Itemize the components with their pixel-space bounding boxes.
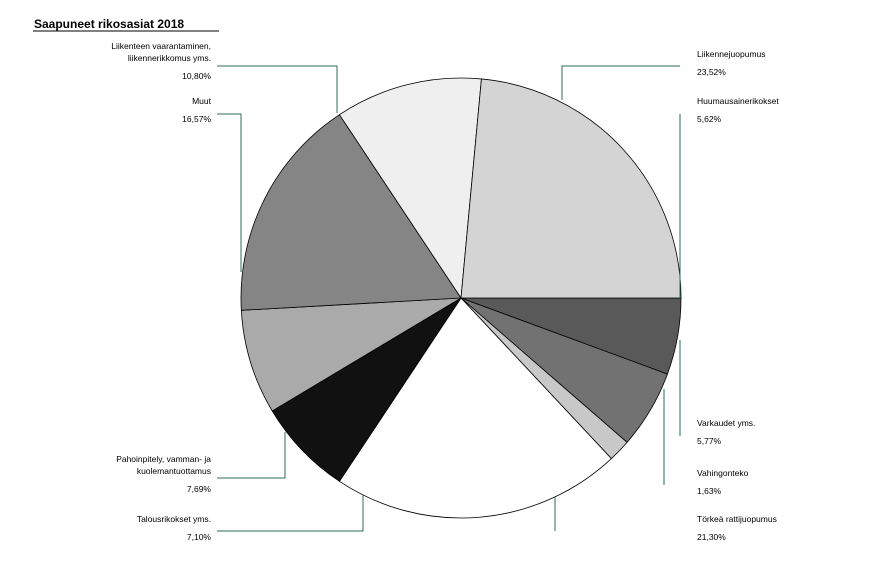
slice-label-liikenteen-vaarantaminen: Liikenteen vaarantaminen, — [111, 41, 211, 51]
slice-label-vahingonteko: Vahingonteko — [697, 468, 749, 478]
slice-label-liikennejuopumus: Liikennejuopumus — [697, 49, 766, 59]
pie-slice-muut — [240, 114, 462, 311]
slice-label-talousrikokset: Talousrikokset yms. — [137, 514, 211, 524]
pie-slice-liikennejuopumus — [460, 78, 682, 299]
leader-lines — [217, 65, 681, 532]
slice-value-torkea-rattijuopumus: 21,30% — [697, 532, 726, 542]
slice-labels: Huumausainerikokset 5,62% Varkaudet yms. 5,… — [111, 41, 779, 542]
slice-label-pahoinpitely: kuolemantuottamus — [137, 466, 211, 476]
leader-line-talousrikokset — [217, 495, 364, 532]
slice-value-muut: 16,57% — [182, 114, 211, 124]
pie-slice-torkea-rattijuopumus — [338, 297, 612, 519]
slice-label-muut: Muut — [192, 96, 212, 106]
slice-value-pahoinpitely: 7,69% — [187, 484, 212, 494]
slice-value-huumausaine: 5,62% — [697, 114, 722, 124]
slice-label-huumausaine: Huumausainerikokset — [697, 96, 779, 106]
slice-label-varkaudet: Varkaudet yms. — [697, 418, 755, 428]
chart-title: Saapuneet rikosasiat 2018 — [34, 17, 184, 31]
leader-line-muut — [217, 113, 242, 272]
slice-value-vahingonteko: 1,63% — [697, 486, 722, 496]
leader-line-liikenteen-vaarantaminen — [217, 65, 338, 113]
leader-line-pahoinpitely — [217, 432, 286, 479]
slice-label-liikenteen-vaarantaminen: liikennerikkomus yms. — [128, 53, 211, 63]
slice-label-pahoinpitely: Pahoinpitely, vamman- ja — [116, 454, 211, 464]
slice-value-varkaudet: 5,77% — [697, 436, 722, 446]
leader-line-liikennejuopumus — [561, 65, 680, 100]
pie-slice-liikenteen-vaarantaminen — [338, 77, 482, 300]
slice-value-talousrikokset: 7,10% — [187, 532, 212, 542]
slice-value-liikenteen-vaarantaminen: 10,80% — [182, 71, 211, 81]
slice-value-liikennejuopumus: 23,52% — [697, 67, 726, 77]
slice-label-torkea-rattijuopumus: Törkeä rattijuopumus — [697, 514, 777, 524]
pie-slice-pahoinpitely — [240, 297, 462, 412]
pie-slices — [240, 77, 682, 519]
